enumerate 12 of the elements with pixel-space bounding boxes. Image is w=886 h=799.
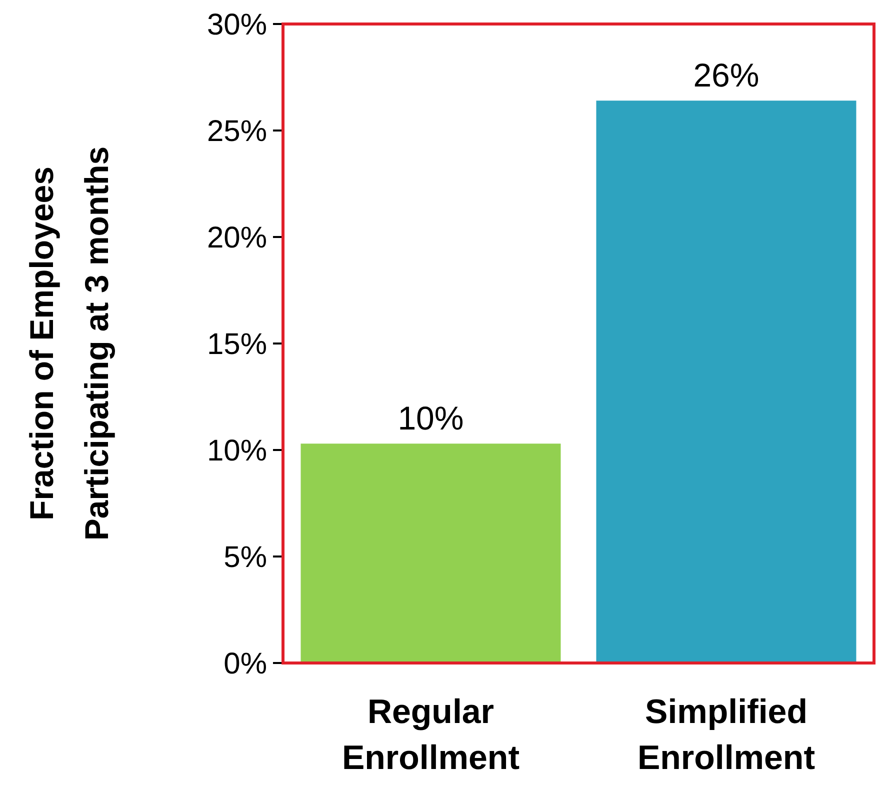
x-tick-label: Simplified Enrollment	[637, 693, 816, 777]
y-tick-label: 5%	[224, 541, 267, 574]
y-tick-label: 30%	[206, 8, 267, 42]
y-tick-label: 10%	[206, 434, 267, 468]
data-label: 10%	[398, 400, 464, 437]
y-axis-title: Fraction of Employees Participating at 3 months	[23, 146, 115, 541]
data-label: 26%	[693, 56, 760, 94]
x-tick-label: Regular Enrollment	[342, 693, 520, 777]
y-tick-label: 0%	[224, 648, 267, 681]
y-tick-label: 20%	[206, 222, 267, 255]
y-tick-label: 15%	[206, 328, 267, 362]
y-tick-label: 25%	[206, 115, 267, 148]
